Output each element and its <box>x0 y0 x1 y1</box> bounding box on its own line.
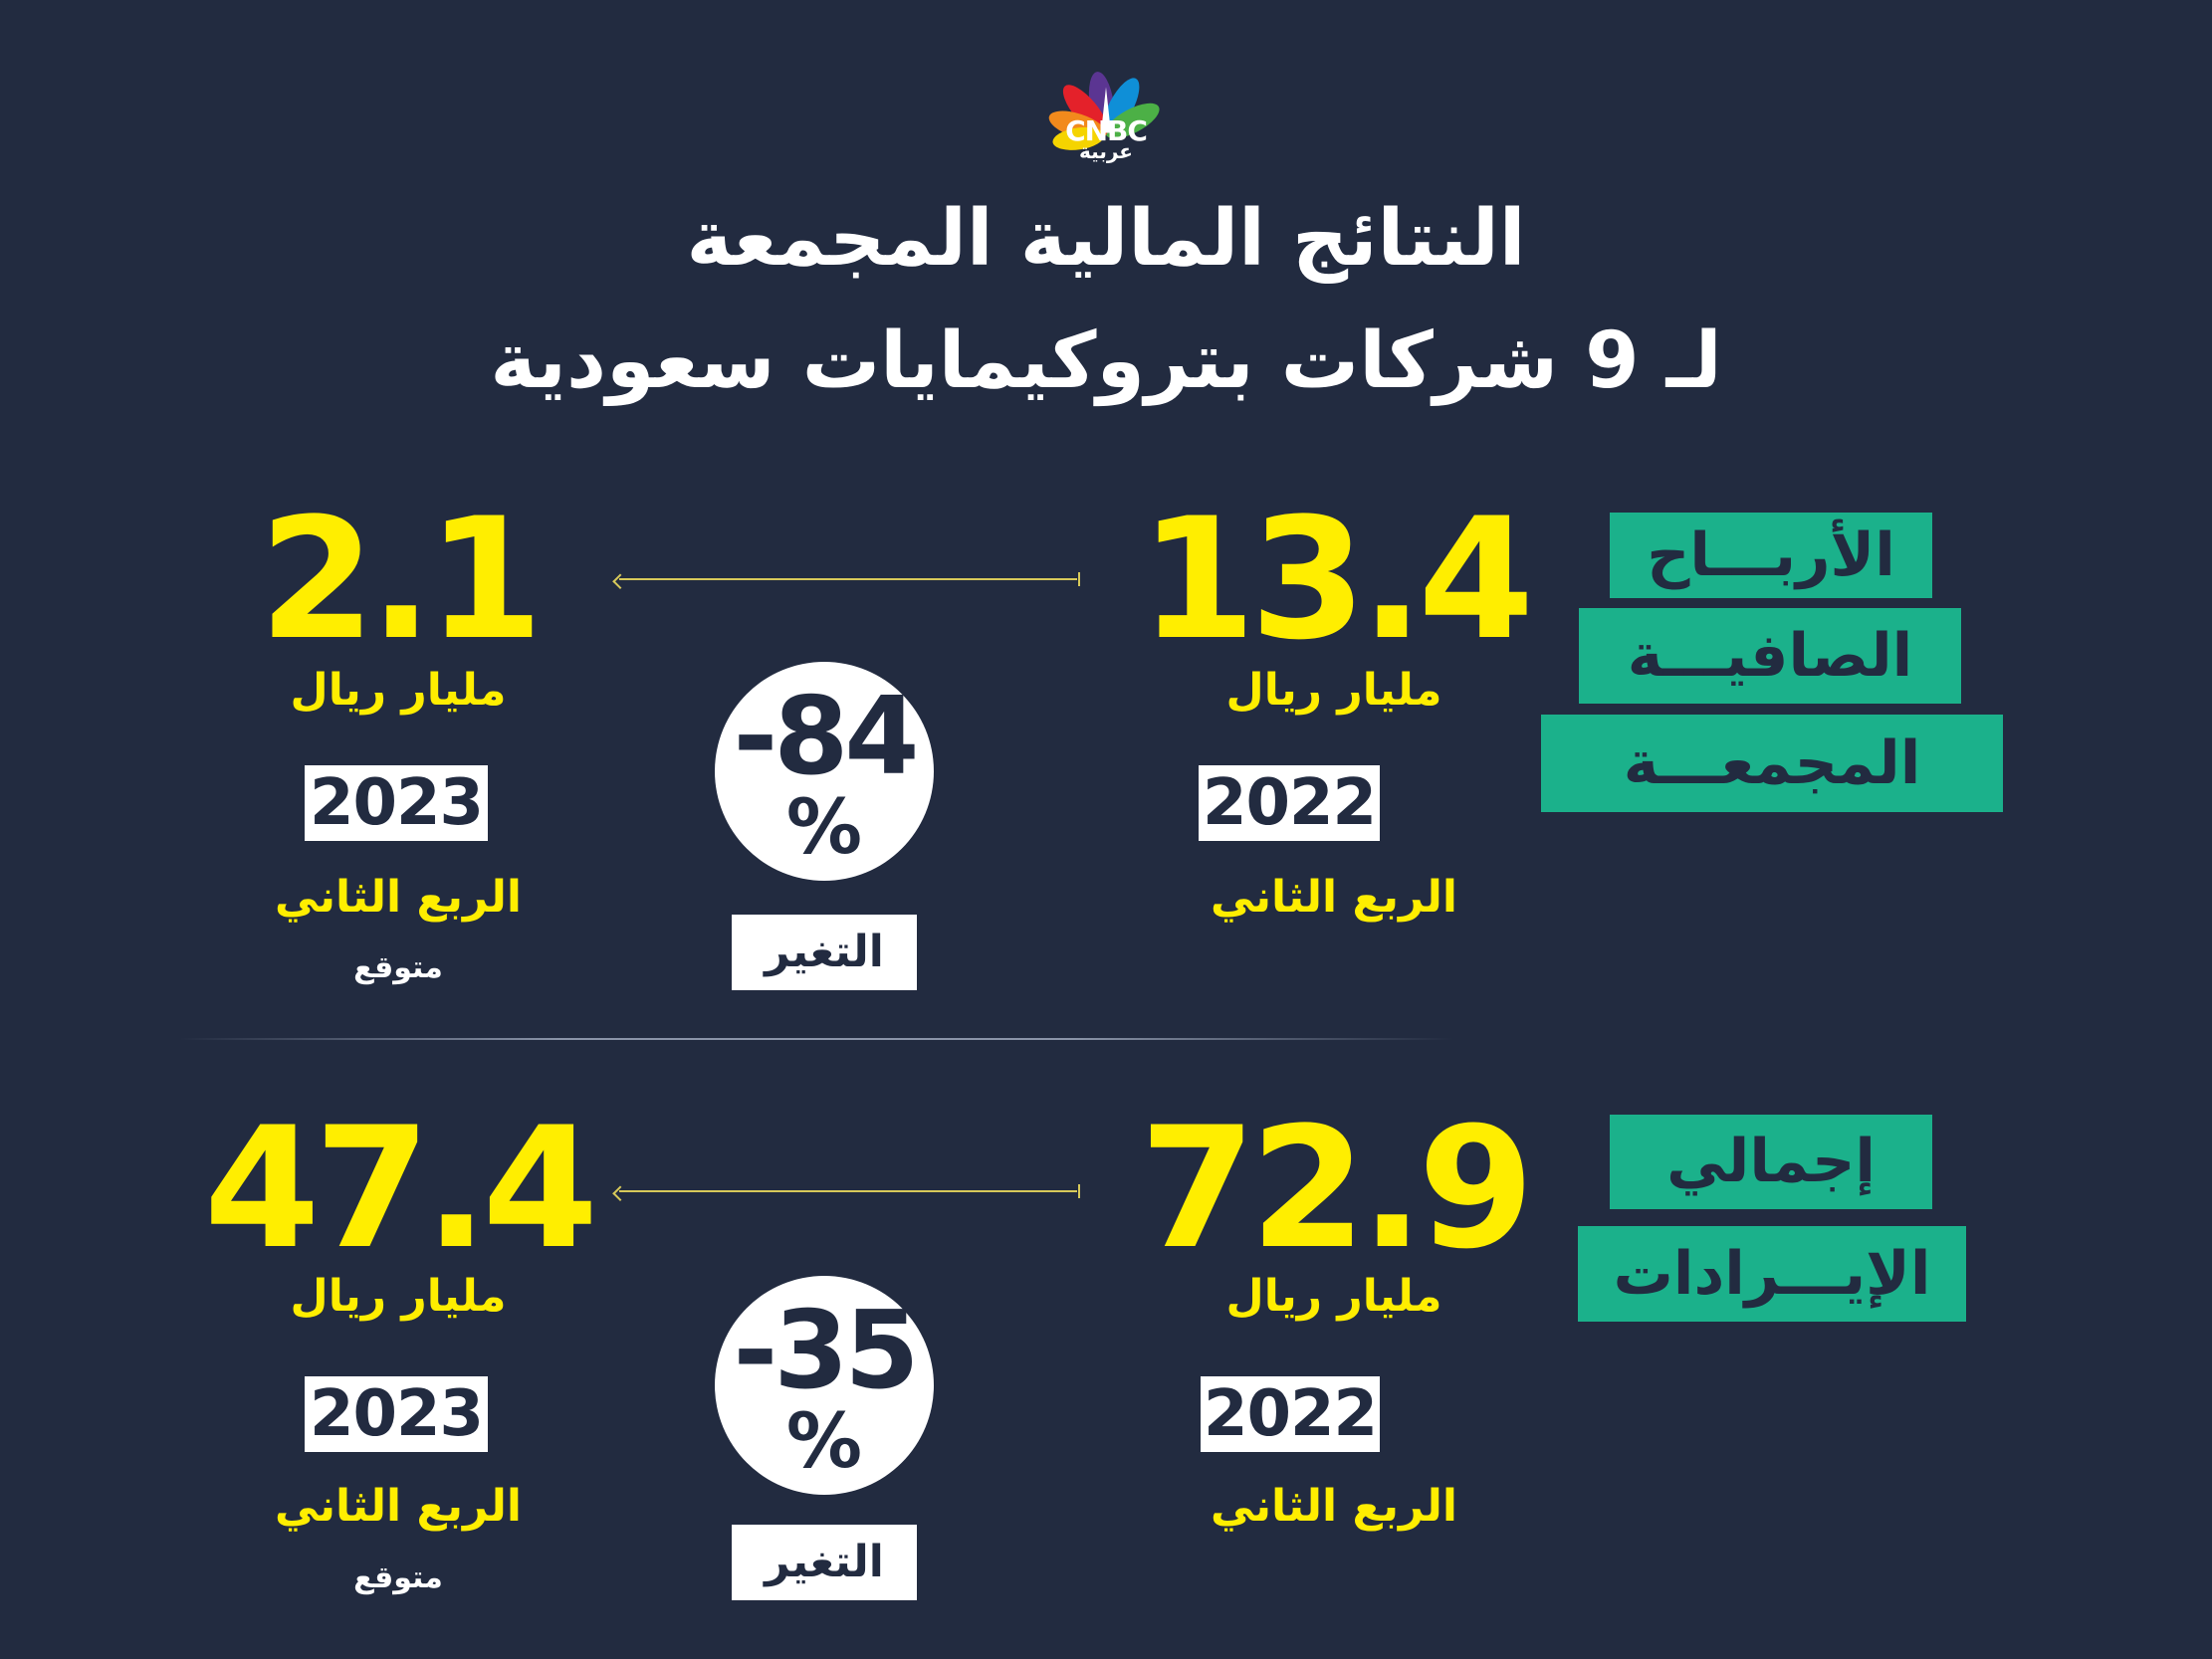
revenue-change-label: التغير <box>732 1525 917 1600</box>
profits-2023-expected-note: متوقع <box>353 950 443 985</box>
profits-2022-unit: مليار ريال <box>1225 665 1442 716</box>
label-profits-3: المجمعـــة <box>1541 715 2003 812</box>
profits-change-value: -84 <box>733 675 919 799</box>
page-title-line-1: النتائج المالية المجمعة <box>686 194 1526 284</box>
cnbc-peacock-logo <box>1048 72 1160 150</box>
profits-2023-value: 2.1 <box>259 482 544 677</box>
profits-2022-value: 13.4 <box>1139 482 1535 677</box>
revenue-change-value: -35 <box>733 1289 919 1413</box>
profits-change-percent: % <box>785 782 863 871</box>
revenue-2023-year: 2023 <box>305 1376 488 1452</box>
label-revenue-1: إجمالي <box>1610 1115 1932 1209</box>
revenue-2023-unit: مليار ريال <box>290 1271 507 1322</box>
profits-2022-quarter: الربع الثاني <box>1211 872 1457 923</box>
profits-change-circle: -84 % <box>715 662 934 881</box>
revenue-change-circle: -35 % <box>715 1276 934 1495</box>
profits-change-arrow <box>619 572 1080 586</box>
cnbc-arabic-wordmark: عربية <box>1079 139 1133 163</box>
cnbc-wordmark: CNBC <box>1065 114 1148 147</box>
page-title-line-2: لـ 9 شركات بتروكيمايات سعودية <box>490 316 1722 406</box>
label-revenue-2: الإيـــرادات <box>1578 1226 1966 1322</box>
profits-2023-quarter: الربع الثاني <box>275 872 522 923</box>
label-profits-2: الصافيـــة <box>1579 608 1961 704</box>
profits-2022-year: 2022 <box>1199 765 1380 841</box>
revenue-change-percent: % <box>785 1396 863 1485</box>
revenue-2023-value: 47.4 <box>203 1091 599 1286</box>
profits-2023-unit: مليار ريال <box>290 665 507 716</box>
label-profits-1: الأربـــاح <box>1610 513 1932 598</box>
revenue-2023-expected-note: متوقع <box>353 1560 443 1595</box>
revenue-2022-year: 2022 <box>1201 1376 1380 1452</box>
revenue-2022-unit: مليار ريال <box>1225 1271 1442 1322</box>
revenue-2022-quarter: الربع الثاني <box>1211 1481 1457 1532</box>
section-divider <box>179 1038 1453 1040</box>
revenue-2023-quarter: الربع الثاني <box>275 1481 522 1532</box>
profits-2023-year: 2023 <box>305 765 488 841</box>
revenue-change-arrow <box>619 1184 1080 1198</box>
profits-change-label: التغير <box>732 915 917 990</box>
revenue-2022-value: 72.9 <box>1139 1091 1535 1286</box>
